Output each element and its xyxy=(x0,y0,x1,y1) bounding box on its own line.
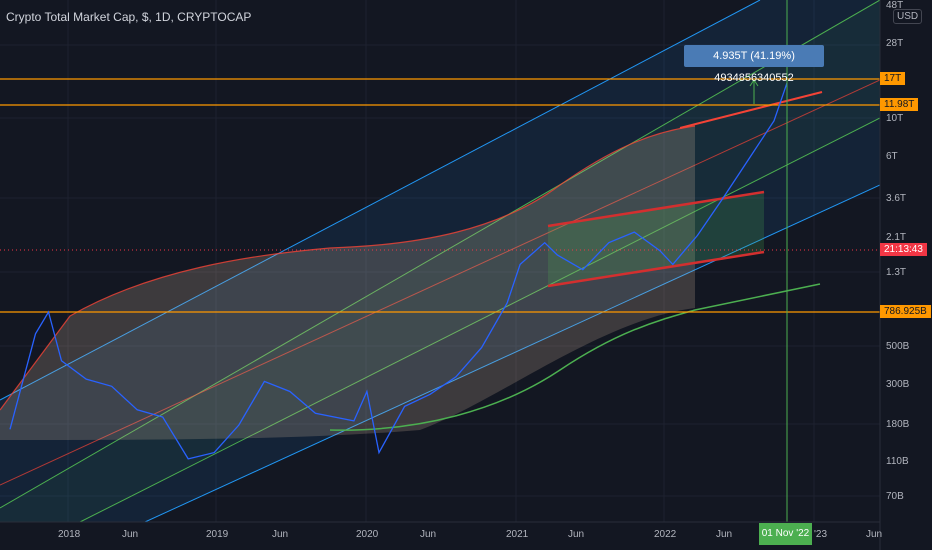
x-tick-label: 2020 xyxy=(356,529,379,540)
y-tick-label: 48T xyxy=(886,0,904,11)
x-tick-label: 2019 xyxy=(206,529,229,540)
y-tick-label: 1.3T xyxy=(886,267,907,278)
x-tick-label: Jun xyxy=(866,529,883,540)
x-tick-label: Jun xyxy=(420,529,437,540)
x-tick-label: Jun xyxy=(716,529,733,540)
channel-lower-blue xyxy=(144,184,880,522)
price-series-line xyxy=(9,82,788,460)
y-tick-label: 6T xyxy=(886,151,898,162)
y-tick-label: 2.1T xyxy=(886,232,907,243)
channel-lower-green xyxy=(79,117,880,522)
price-tag-11-98t: 11.98T xyxy=(880,98,919,111)
measure-arrow-head xyxy=(749,79,759,87)
countdown-tag: 21:13:43 xyxy=(880,243,927,256)
currency-badge[interactable]: USD xyxy=(893,9,923,24)
x-tick-label: 2021 xyxy=(506,529,529,540)
band-lower-green xyxy=(329,283,821,431)
chart-title: Crypto Total Market Cap, $, 1D, CRYPTOCA… xyxy=(6,10,252,24)
x-tick-label: '23 xyxy=(814,529,828,540)
price-tag-17t: 17T xyxy=(880,72,906,85)
range-channel-fill xyxy=(548,192,764,286)
range-channel-top xyxy=(547,190,765,228)
x-tick-label: Jun xyxy=(568,529,585,540)
y-tick-label: 70B xyxy=(886,491,904,502)
y-tick-label: 28T xyxy=(886,38,904,49)
channel-upper-green xyxy=(0,0,880,509)
y-tick-label: 500B xyxy=(886,341,910,352)
x-tick-label: Jun xyxy=(272,529,289,540)
measure-tooltip: 4.935T (41.19%) 4934856340552 xyxy=(684,45,824,84)
y-tick-label: 300B xyxy=(886,379,910,390)
x-tick-label: Jun xyxy=(122,529,139,540)
range-channel-bottom xyxy=(547,250,765,288)
band-upper-red xyxy=(0,125,696,411)
crosshair-date-label: 01 Nov '22 xyxy=(759,523,812,545)
channel-upper-blue xyxy=(0,0,761,401)
y-tick-label: 110B xyxy=(886,456,909,467)
x-tick-label: 2022 xyxy=(654,529,677,540)
grid-lines xyxy=(0,0,880,522)
y-tick-label: 10T xyxy=(886,113,904,124)
channel-median-red xyxy=(0,79,880,486)
y-tick-label: 180B xyxy=(886,419,910,430)
channel-inner-fill xyxy=(0,0,880,522)
y-tick-label: 3.6T xyxy=(886,193,907,204)
x-tick-label: 2018 xyxy=(58,529,81,540)
band-envelope-fill xyxy=(0,126,695,440)
channel-outer-fill xyxy=(0,0,880,522)
price-tag-786b: 786.925B xyxy=(880,305,931,318)
band-upper-red-extension xyxy=(679,91,823,129)
